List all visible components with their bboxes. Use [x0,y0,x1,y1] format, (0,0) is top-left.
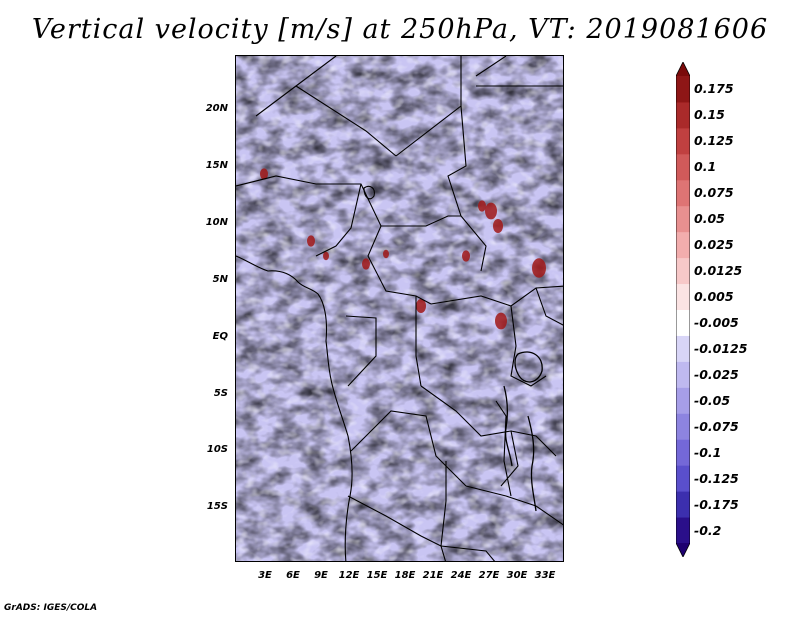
lon-label-12e: 12E [338,570,360,581]
colorbar-swatch [676,283,690,310]
colorbar-min-arrow [676,543,690,557]
lon-label-21e: 21E [422,570,444,581]
updraft-hotspot [495,312,507,330]
colorbar-label: 0.125 [694,133,734,148]
lon-label-33e: 33E [534,570,556,581]
colorbar-label: 0.05 [694,211,725,226]
updraft-hotspot [362,258,370,270]
colorbar-label: -0.075 [694,419,739,434]
vertical-velocity-field [236,56,563,561]
lon-label-9e: 9E [314,570,328,581]
lon-label-3e: 3E [258,570,272,581]
colorbar-swatch [676,179,690,207]
colorbar-swatch [676,517,690,544]
colorbar-swatch [676,76,690,103]
updraft-hotspot [383,249,389,259]
lat-label-20n: 20N [205,103,228,114]
colorbar-swatch [676,231,690,259]
lon-label-18e: 18E [394,570,416,581]
lat-label-eq: EQ [212,331,228,342]
colorbar-label: -0.005 [694,315,739,330]
colorbar-label: 0.025 [694,237,734,252]
lat-label-5s: 5S [213,388,228,399]
grads-credit: GrADS: IGES/COLA [4,603,98,613]
updraft-hotspot [260,168,268,180]
colorbar-swatch [676,439,690,466]
colorbar-label: 0.0125 [694,263,743,278]
lat-label-10n: 10N [205,217,228,228]
lon-label-27e: 27E [478,570,500,581]
colorbar-max-arrow [676,62,690,76]
colorbar-label: -0.025 [694,367,739,382]
colorbar-label: -0.1 [694,445,722,460]
colorbar-swatch [676,101,690,129]
updraft-hotspot [307,235,315,247]
map-panel [235,55,564,562]
map-title: Vertical velocity [m/s] at 250hPa, VT: 2… [31,14,769,45]
lon-label-6e: 6E [286,570,300,581]
updraft-hotspot [493,219,503,233]
lat-label-10s: 10S [206,444,228,455]
colorbar-swatch [676,335,690,362]
colorbar-label: 0.15 [694,107,725,122]
updraft-hotspot [462,250,470,262]
colorbar-label: 0.1 [694,159,717,174]
colorbar-swatch [676,309,690,336]
lat-label-5n: 5N [212,274,228,285]
colorbar-swatch [676,413,690,440]
colorbar-swatch [676,127,690,155]
colorbar-label: 0.075 [694,185,734,200]
colorbar [676,62,690,557]
lat-label-15n: 15N [205,160,228,171]
colorbar-swatch [676,491,690,518]
colorbar-label: -0.125 [694,471,739,486]
colorbar-swatch [676,205,690,233]
colorbar-label: 0.175 [694,81,734,96]
updraft-hotspot [485,202,497,220]
updraft-hotspot [416,299,426,313]
colorbar-swatch [676,257,690,285]
lon-label-30e: 30E [506,570,528,581]
updraft-hotspot [323,251,329,261]
colorbar-label: -0.175 [694,497,739,512]
updraft-hotspot [478,200,486,212]
colorbar-swatch [676,361,690,388]
updraft-hotspot [532,258,546,278]
colorbar-label: -0.05 [694,393,731,408]
colorbar-label: 0.005 [694,289,734,304]
colorbar-label: -0.0125 [694,341,748,356]
lon-label-24e: 24E [450,570,472,581]
lat-label-15s: 15S [206,501,228,512]
colorbar-swatch [676,465,690,492]
lon-label-15e: 15E [366,570,388,581]
colorbar-label: -0.2 [694,523,722,538]
colorbar-swatch [676,153,690,181]
colorbar-swatch [676,387,690,414]
